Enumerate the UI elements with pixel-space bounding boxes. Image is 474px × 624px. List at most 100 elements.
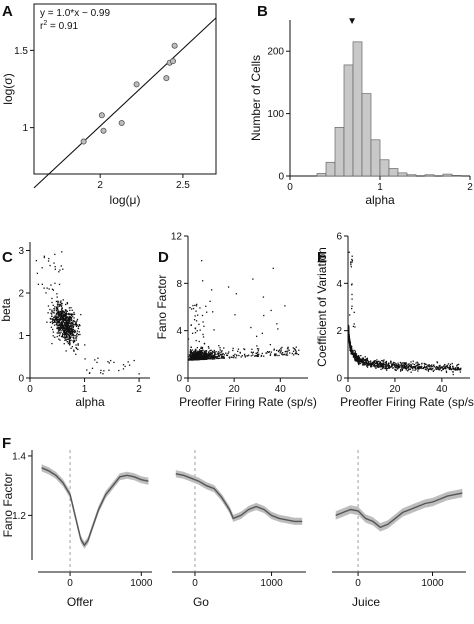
scatter-point: [60, 265, 62, 267]
scatter-point: [63, 336, 65, 339]
scatter-point: [388, 362, 390, 365]
scatter-point: [72, 313, 74, 315]
scatter-point: [58, 318, 60, 320]
scatter-point: [65, 313, 68, 315]
scatter-point: [59, 317, 62, 319]
scatter-point: [354, 355, 356, 358]
scatter-point: [63, 328, 66, 330]
scatter-point: [250, 326, 252, 329]
scatter-point: [59, 301, 62, 303]
scatter-point: [208, 353, 211, 355]
scatter-point: [366, 366, 369, 368]
scatter-point: [47, 312, 49, 314]
scatter-point: [277, 328, 279, 330]
scatter-point: [347, 325, 350, 327]
scatter-point: [351, 351, 353, 353]
scatter-point: [427, 369, 429, 371]
scatter-point: [407, 367, 409, 369]
scatter-point: [427, 364, 429, 366]
scatter-point: [393, 361, 395, 364]
scatter-point: [47, 260, 50, 262]
scatter-point: [52, 319, 54, 321]
scatter-point: [404, 367, 407, 370]
scatter-point: [64, 327, 66, 329]
scatter-point: [51, 297, 53, 300]
scatter-point: [392, 363, 394, 366]
scatter-point: [424, 363, 426, 365]
scatter-point: [261, 332, 264, 334]
scatter-point: [62, 326, 64, 329]
scatter-point: [192, 353, 195, 356]
scatter-point: [460, 367, 462, 369]
scatter-point: [66, 323, 68, 325]
scatter-point: [212, 355, 215, 357]
panel-label-b: B: [257, 3, 268, 20]
scatter-point: [56, 304, 59, 306]
scatter-point: [57, 332, 59, 334]
scatter-point: [241, 355, 243, 357]
scatter-point: [52, 311, 54, 314]
scatter-point: [204, 357, 207, 360]
scatter-point: [59, 311, 61, 313]
scatter-point: [56, 327, 58, 329]
scatter-point: [37, 283, 40, 285]
x-tick-label: 0: [355, 578, 361, 589]
scatter-point: [426, 366, 428, 368]
scatter-point: [57, 326, 59, 329]
scatter-point: [391, 367, 394, 369]
scatter-point: [270, 309, 272, 312]
scatter-point: [63, 312, 66, 314]
scatter-point: [53, 308, 55, 310]
scatter-point: [57, 321, 59, 324]
scatter-point: [56, 306, 58, 308]
scatter-point: [228, 356, 230, 358]
scatter-point: [401, 364, 403, 367]
scatter-point: [352, 354, 355, 356]
scatter-point: [195, 305, 198, 307]
scatter-point: [58, 335, 61, 337]
scatter-point: [210, 358, 212, 360]
scatter-point: [447, 363, 450, 365]
scatter-point: [414, 369, 416, 371]
scatter-point: [433, 366, 435, 368]
scatter-point: [62, 316, 64, 318]
scatter-point: [349, 346, 351, 348]
scatter-point: [204, 353, 207, 355]
scatter-point: [368, 363, 371, 365]
scatter-point: [43, 287, 45, 289]
scatter-point: [380, 366, 383, 368]
y-tick-label: 0: [336, 374, 342, 385]
scatter-point: [67, 342, 70, 345]
scatter-point: [62, 324, 64, 326]
scatter-point: [100, 369, 102, 372]
y-tick-label: 200: [267, 47, 284, 58]
scatter-point: [212, 358, 214, 360]
scatter-point: [43, 255, 45, 257]
scatter-point: [222, 356, 224, 358]
scatter-point: [351, 350, 353, 352]
scatter-point: [274, 354, 276, 356]
scatter-point: [292, 354, 295, 356]
scatter-point: [70, 324, 72, 326]
scatter-point: [354, 351, 357, 353]
scatter-point: [455, 369, 458, 371]
scatter-point: [56, 325, 58, 327]
scatter-point: [65, 327, 67, 330]
scatter-point: [73, 338, 75, 340]
scatter-point: [449, 366, 452, 368]
scatter-point: [59, 314, 61, 317]
scatter-point: [68, 323, 70, 325]
scatter-point: [74, 323, 77, 325]
scatter-point: [362, 360, 364, 363]
scatter-point: [72, 326, 74, 329]
scatter-point: [196, 353, 198, 355]
scatter-point: [353, 311, 355, 314]
scatter-point: [188, 359, 190, 361]
scatter-point: [351, 258, 353, 261]
scatter-point: [280, 349, 282, 351]
scatter-point: [52, 321, 54, 323]
histogram-bar: [316, 173, 327, 177]
scatter-point: [351, 298, 353, 300]
scatter-point: [67, 334, 70, 336]
scatter-point: [199, 307, 201, 309]
